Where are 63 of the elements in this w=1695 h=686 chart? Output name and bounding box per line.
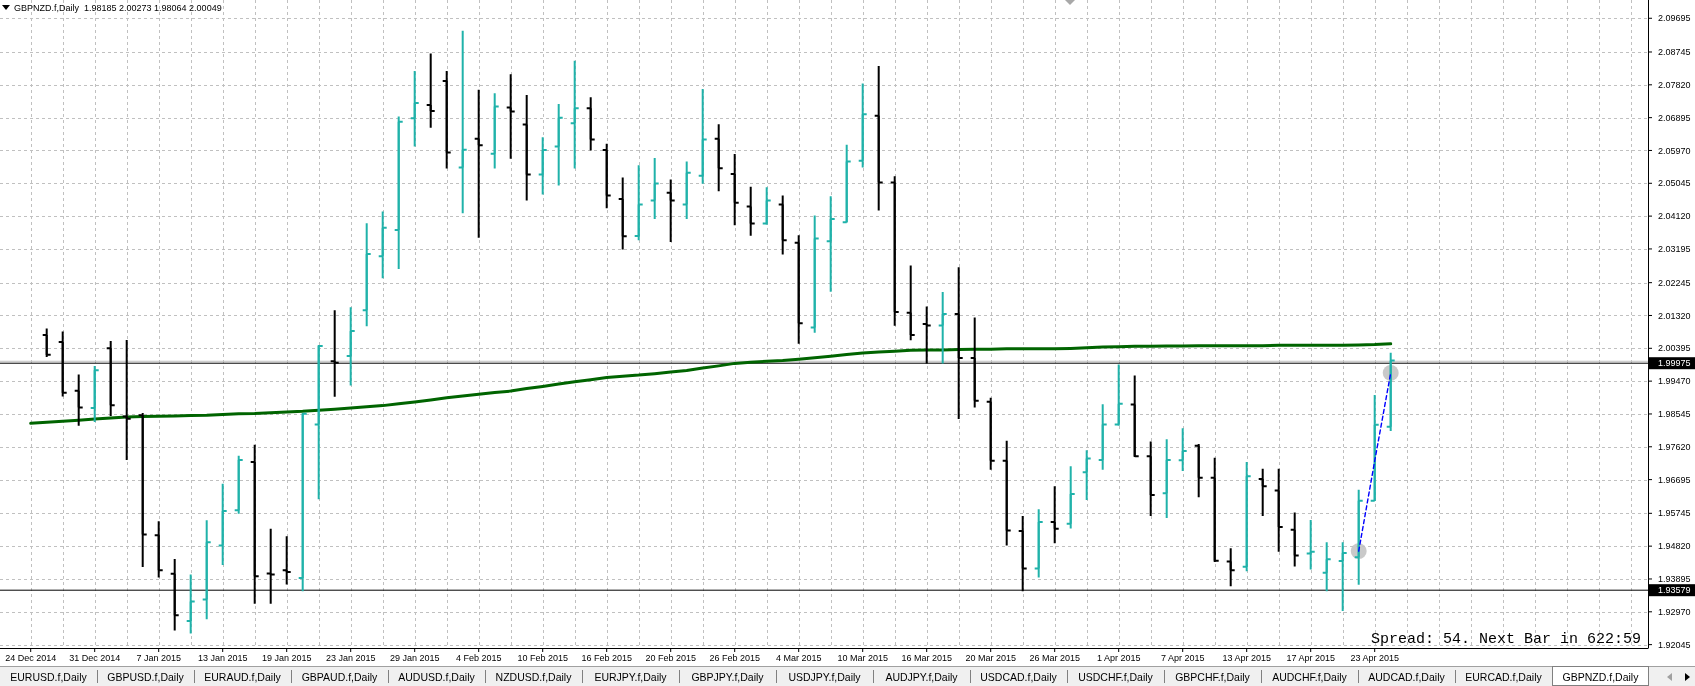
y-tick-label: 2.02245 xyxy=(1658,277,1691,288)
x-tick-label: 16 Feb 2015 xyxy=(581,653,632,663)
text: GBPNZD.f,Daily xyxy=(1562,671,1640,683)
x-tick-label: 10 Mar 2015 xyxy=(837,653,888,663)
x-tick-label: 20 Feb 2015 xyxy=(645,653,696,663)
y-tick-label: 1.95745 xyxy=(1658,508,1691,519)
x-tick-label: 1 Apr 2015 xyxy=(1096,653,1141,663)
y-tick-label: 2.08745 xyxy=(1658,47,1691,58)
y-tick-label: 1.99470 xyxy=(1658,376,1691,387)
text: EURUSD.f,Daily xyxy=(10,671,88,683)
x-tick-label: 10 Feb 2015 xyxy=(517,653,568,663)
x-tick-label: 23 Apr 2015 xyxy=(1350,653,1399,663)
text: USDJPY.f,Daily xyxy=(788,671,862,683)
y-tick-label: 2.04120 xyxy=(1658,211,1691,222)
ref-line-label: 1.93579 xyxy=(1658,585,1691,596)
text: AUDUSD.f,Daily xyxy=(398,671,476,683)
x-tick-label: 17 Apr 2015 xyxy=(1286,653,1335,663)
ref-line-label: 1.99975 xyxy=(1658,358,1691,369)
x-tick-label: 23 Jan 2015 xyxy=(325,653,376,663)
text: USDCHF.f,Daily xyxy=(1078,671,1154,683)
y-tick-label: 2.06895 xyxy=(1658,112,1691,123)
text: GBPJPY.f,Daily xyxy=(691,671,765,683)
x-tick-label: 13 Jan 2015 xyxy=(197,653,248,663)
x-tick-label: 4 Mar 2015 xyxy=(775,653,822,663)
x-tick-label: 13 Apr 2015 xyxy=(1222,653,1271,663)
x-tick-label: 20 Mar 2015 xyxy=(965,653,1016,663)
y-tick-label: 2.09695 xyxy=(1658,13,1691,24)
text: GBPAUD.f,Daily xyxy=(301,671,379,683)
y-tick-label: 1.94820 xyxy=(1658,541,1691,552)
x-tick-label: 29 Jan 2015 xyxy=(389,653,440,663)
annotation: Spread: 54. Next Bar in 622:59 xyxy=(1370,631,1641,648)
x-tick-label: 7 Jan 2015 xyxy=(136,653,181,663)
y-tick-label: 1.98545 xyxy=(1658,409,1691,420)
text: NZDUSD.f,Daily xyxy=(495,671,573,683)
text: EURCAD.f,Daily xyxy=(1465,671,1543,683)
y-tick-label: 2.00395 xyxy=(1658,343,1691,354)
y-tick-label: 1.97620 xyxy=(1658,441,1691,452)
text: AUDCAD.f,Daily xyxy=(1368,671,1446,683)
x-tick-label: 26 Mar 2015 xyxy=(1029,653,1080,663)
text: AUDJPY.f,Daily xyxy=(885,671,959,683)
x-tick-label: 16 Mar 2015 xyxy=(901,653,952,663)
chart-title: GBPNZD.f,Daily 1.98185 2.00273 1.98064 2.00049 xyxy=(14,3,222,13)
text: GBPCHF.f,Daily xyxy=(1175,671,1251,683)
y-tick-label: 2.03195 xyxy=(1658,244,1691,255)
text: USDCAD.f,Daily xyxy=(980,671,1058,683)
y-tick-label: 2.07820 xyxy=(1658,79,1691,90)
y-tick-label: 2.05970 xyxy=(1658,145,1691,156)
text: EURAUD.f,Daily xyxy=(204,671,282,683)
x-tick-label: 4 Feb 2015 xyxy=(455,653,502,663)
x-tick-label: 19 Jan 2015 xyxy=(261,653,312,663)
y-tick-label: 2.01320 xyxy=(1658,310,1691,321)
x-tick-label: 31 Dec 2014 xyxy=(69,653,121,663)
x-tick-label: 24 Dec 2014 xyxy=(5,653,57,663)
text: GBPUSD.f,Daily xyxy=(107,671,185,683)
text: AUDCHF.f,Daily xyxy=(1272,671,1348,683)
y-tick-label: 2.05045 xyxy=(1658,178,1691,189)
x-tick-label: 26 Feb 2015 xyxy=(709,653,760,663)
y-tick-label: 1.93895 xyxy=(1658,574,1691,585)
y-tick-label: 1.92970 xyxy=(1658,606,1691,617)
y-tick-label: 1.92045 xyxy=(1658,639,1691,650)
x-tick-label: 7 Apr 2015 xyxy=(1160,653,1205,663)
y-tick-label: 1.96695 xyxy=(1658,474,1691,485)
text: EURJPY.f,Daily xyxy=(594,671,668,683)
